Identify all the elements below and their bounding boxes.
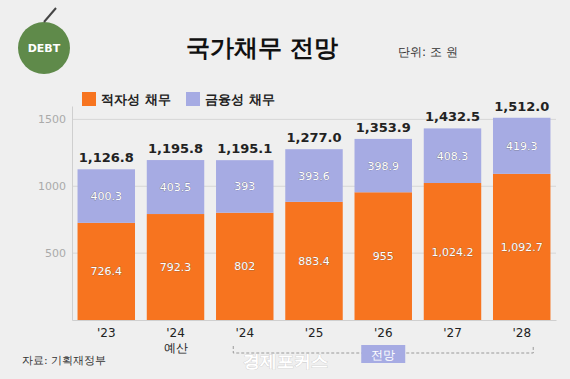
- data-label: 792.3: [160, 261, 192, 274]
- data-label: 393: [234, 180, 255, 193]
- bracket-label: 전망: [371, 348, 395, 362]
- total-label: 1,512.0: [494, 99, 549, 114]
- x-tick: '25: [305, 320, 324, 340]
- x-axis: '23 '24예산 '24 '25 '26 '27 '28: [73, 320, 557, 355]
- x-tick-label: '24: [235, 326, 254, 340]
- bar-segment: [147, 160, 204, 214]
- total-label: 1,195.8: [148, 141, 203, 156]
- icon-circle: [18, 22, 70, 74]
- y-tick-label: 1000: [38, 180, 66, 193]
- legend-label: 금융성 채무: [205, 92, 275, 107]
- bars: [78, 118, 551, 320]
- bracket-label-bg: [361, 345, 405, 363]
- x-tick-label: '27: [443, 326, 462, 340]
- data-label: 802: [234, 260, 255, 273]
- bar-segment: [355, 139, 412, 192]
- x-tick-label: '25: [305, 326, 324, 340]
- x-tick: '24: [235, 320, 254, 340]
- icon-text: DEBT: [28, 42, 61, 55]
- bar-segment: [147, 214, 204, 320]
- y-tick: 1500: [38, 113, 72, 126]
- x-tick-label: '23: [97, 326, 116, 340]
- data-label: 419.3: [506, 140, 538, 153]
- x-tick: '28: [512, 320, 531, 340]
- y-tick-label: 500: [45, 247, 66, 260]
- legend-swatch: [82, 92, 96, 106]
- total-label: 1,353.9: [356, 120, 411, 135]
- bar-segment: [424, 128, 481, 183]
- x-tick-label: '28: [512, 326, 531, 340]
- data-labels: 726.4 792.3 802 883.4 955 1,024.2 1,092.7 400.3…: [79, 99, 550, 279]
- data-label: 408.3: [437, 150, 469, 163]
- data-label: 1,024.2: [431, 246, 473, 259]
- bar-segment: [78, 169, 135, 223]
- data-label: 883.4: [298, 255, 330, 268]
- legend-swatch: [186, 92, 200, 106]
- data-label: 726.4: [91, 265, 123, 278]
- total-label: 1,126.8: [79, 150, 134, 165]
- bar-segment: [493, 118, 550, 174]
- watermark: 경제포커스: [243, 351, 328, 371]
- bar-segment: [216, 160, 273, 213]
- y-tick: 1000: [38, 180, 72, 193]
- x-tick-label: '24예산: [164, 326, 188, 356]
- data-label: 403.5: [160, 181, 192, 194]
- data-label: 955: [373, 250, 394, 263]
- legend-label: 적자성 채무: [101, 92, 171, 107]
- icon: DEBT: [18, 8, 70, 74]
- legend: 적자성 채무 금융성 채무: [82, 92, 275, 107]
- bar-segment: [78, 223, 135, 320]
- data-label: 398.9: [367, 160, 399, 173]
- bar-segment: [285, 202, 342, 320]
- bar-segment: [285, 149, 342, 202]
- y-tick: 500: [45, 247, 72, 260]
- bar-segment: [355, 192, 412, 320]
- subtitle: 단위: 조 원: [398, 45, 458, 59]
- total-label: 1,195.1: [217, 141, 272, 156]
- data-label: 393.6: [298, 170, 330, 183]
- icon-fuse: [44, 8, 56, 22]
- x-axis-line: [73, 320, 557, 321]
- x-tick-label: '26: [374, 326, 393, 340]
- x-tick: '24예산: [164, 320, 188, 355]
- y-tick-label: 1500: [38, 113, 66, 126]
- bar-segment: [424, 183, 481, 320]
- bar-segment: [216, 213, 273, 320]
- x-tick: '27: [443, 320, 462, 340]
- grid-line: [72, 119, 556, 120]
- background: [0, 0, 570, 379]
- bar-segment: [493, 174, 550, 320]
- total-label: 1,277.0: [286, 130, 341, 145]
- total-label: 1,432.5: [425, 109, 480, 124]
- x-tick: '23: [97, 320, 116, 340]
- data-label: 1,092.7: [501, 241, 543, 254]
- y-axis: 500 1000 1500: [38, 107, 73, 321]
- chart: DEBT 국가채무 전망 단위: 조 원적자성 채무 금융성 채무 500 1000 150…: [0, 0, 570, 379]
- x-tick: '26: [374, 320, 393, 340]
- y-axis-line: [72, 107, 73, 321]
- data-label: 400.3: [91, 190, 123, 203]
- title: 국가채무 전망: [186, 34, 338, 62]
- source: 자료: 기획재정부: [22, 354, 106, 367]
